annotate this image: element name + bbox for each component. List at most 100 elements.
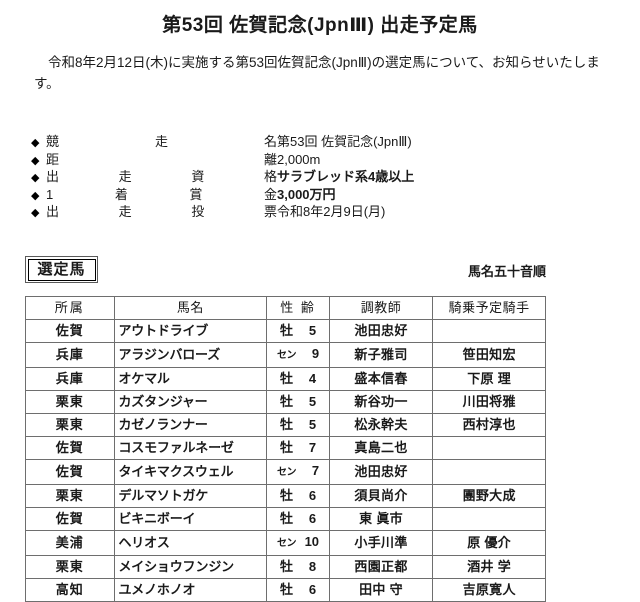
cell-affiliation: 高知 [25, 578, 115, 602]
sex-label: セン [277, 467, 297, 478]
selected-horses-heading-bar: 選定馬 馬名五十音順 [25, 256, 546, 283]
cell-affiliation: 佐賀 [25, 459, 115, 485]
cell-jockey [432, 319, 546, 343]
sex-label: 牡 [280, 417, 294, 432]
sex-label: 牡 [280, 371, 294, 386]
cell-horse-name: カズタンジャー [113, 390, 268, 414]
spec-label: 競走名 [46, 134, 277, 149]
cell-sex-age: セン 10 [266, 530, 330, 556]
table-row: 佐賀 アウトドライブ牡 5 池田忠好 [25, 319, 546, 343]
spec-row: ◆ 競走名 第53回 佐賀記念(JpnⅢ) [31, 131, 591, 149]
sex-label: 牡 [280, 559, 294, 574]
cell-affiliation: 佐賀 [25, 436, 115, 460]
sex-label: 牡 [280, 440, 294, 455]
sex-label: セン [277, 538, 297, 549]
cell-affiliation: 栗東 [25, 555, 115, 579]
sex-label: 牡 [280, 394, 294, 409]
age-value: 9 [311, 346, 320, 361]
section-heading-label: 選定馬 [27, 258, 96, 281]
spec-row: ◆ 距離 2,000m [31, 149, 591, 167]
age-value: 8 [308, 559, 317, 574]
table-row: 佐賀 ビキニボーイ牡 6 東 眞市 [25, 507, 546, 531]
age-value: 6 [308, 582, 317, 597]
cell-trainer: 真島二也 [328, 436, 434, 460]
column-header-horse-name: 馬名 [113, 296, 268, 320]
column-header-sex-age: 性 齢 [266, 296, 330, 320]
cell-jockey: 團野大成 [432, 484, 546, 508]
cell-horse-name: アラジンバローズ [113, 342, 268, 368]
cell-horse-name: タイキマクスウェル [113, 459, 268, 485]
cell-jockey: 原 優介 [432, 530, 546, 556]
selected-horses-table: 所属 馬名 性 齢 調教師 騎乗予定騎手 佐賀 アウトドライブ牡 5 池田忠好 兵庫 アラ… [25, 296, 546, 602]
cell-horse-name: ビキニボーイ [113, 507, 268, 531]
age-value: 7 [308, 440, 317, 455]
diamond-bullet-icon: ◆ [31, 207, 40, 219]
table-row: 栗東 カゼノランナー牡 5 松永幹夫 西村淳也 [25, 413, 546, 437]
column-header-trainer: 調教師 [328, 296, 434, 320]
cell-jockey: 下原 理 [432, 367, 546, 391]
table-row: 美浦 ヘリオス セン 10 小手川準原 優介 [25, 530, 546, 556]
cell-trainer: 新子雅司 [328, 342, 434, 368]
cell-affiliation: 美浦 [25, 530, 115, 556]
age-value: 7 [311, 463, 320, 478]
diamond-bullet-icon: ◆ [31, 137, 40, 149]
cell-affiliation: 兵庫 [25, 367, 115, 391]
table-body: 佐賀 アウトドライブ牡 5 池田忠好 兵庫 アラジンバローズ セン 9 新子雅司 笹田知宏 兵庫 オケ… [25, 319, 546, 602]
age-value: 6 [308, 511, 317, 526]
sex-label: 牡 [280, 511, 294, 526]
cell-affiliation: 佐賀 [25, 507, 115, 531]
spec-label: 距離 [46, 151, 277, 167]
intro-paragraph: 令和8年2月12日(木)に実施する第53回佐賀記念(JpnⅢ)の選定馬について、… [34, 55, 600, 91]
table-row: 栗東 メイショウフンジン牡 8 西園正都 酒井 学 [25, 555, 546, 579]
cell-jockey: 吉原寛人 [432, 578, 546, 602]
table-row: 栗東 カズタンジャー牡 5 新谷功一 川田将雅 [25, 390, 546, 414]
age-value: 5 [308, 323, 317, 338]
cell-trainer: 東 眞市 [328, 507, 434, 531]
cell-jockey [432, 459, 546, 485]
spec-value: 3,000万円 [277, 186, 336, 202]
cell-horse-name: デルマソトガケ [113, 484, 268, 508]
table-row: 佐賀 タイキマクスウェル セン 7 池田忠好 [25, 459, 546, 485]
race-spec-list: ◆ 競走名 第53回 佐賀記念(JpnⅢ) ◆ 距離 2,000m ◆ 出走資格… [31, 131, 591, 219]
age-value: 5 [308, 417, 317, 432]
cell-horse-name: カゼノランナー [113, 413, 268, 437]
age-value: 5 [308, 394, 317, 409]
spec-value: 2,000m [277, 151, 321, 167]
cell-jockey: 川田将雅 [432, 390, 546, 414]
table-row: 兵庫 アラジンバローズ セン 9 新子雅司 笹田知宏 [25, 342, 546, 368]
age-value: 4 [308, 371, 317, 386]
cell-trainer: 松永幹夫 [328, 413, 434, 437]
table-row: 兵庫 オケマル牡 4 盛本信春 下原 理 [25, 367, 546, 391]
cell-trainer: 須貝尚介 [328, 484, 434, 508]
spec-value: 令和8年2月9日(月) [277, 204, 386, 219]
section-heading-box: 選定馬 [25, 256, 99, 283]
page-title: 第53回 佐賀記念(JpnⅢ) 出走予定馬 [162, 15, 478, 36]
cell-trainer: 田中 守 [328, 578, 434, 602]
spec-value: サラブレッド系4歳以上 [277, 169, 415, 184]
diamond-bullet-icon: ◆ [31, 189, 40, 202]
age-value: 6 [308, 488, 317, 503]
cell-horse-name: メイショウフンジン [113, 555, 268, 579]
cell-trainer: 小手川準 [328, 530, 434, 556]
spec-label: 1着賞金 [46, 186, 277, 202]
cell-jockey: 酒井 学 [432, 555, 546, 579]
spec-row: ◆ 出走投票 令和8年2月9日(月) [31, 201, 591, 219]
cell-horse-name: アウトドライブ [113, 319, 268, 343]
cell-trainer: 池田忠好 [328, 319, 434, 343]
spec-label: 出走資格 [46, 169, 277, 184]
cell-affiliation: 栗東 [25, 390, 115, 414]
cell-trainer: 盛本信春 [328, 367, 434, 391]
age-value: 10 [304, 534, 320, 549]
cell-affiliation: 佐賀 [25, 319, 115, 343]
table-row: 高知 ユメノホノオ牡 6 田中 守吉原寛人 [25, 578, 546, 602]
cell-sex-age: セン 9 [266, 342, 330, 368]
spec-label: 出走投票 [46, 204, 277, 219]
sex-label: セン [277, 350, 297, 361]
